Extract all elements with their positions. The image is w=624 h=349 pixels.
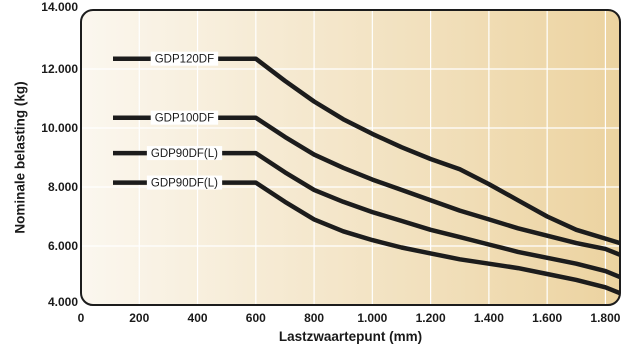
plot-border	[80, 9, 621, 306]
plot-area	[81, 10, 620, 305]
x-tick-label: 1.600	[532, 311, 562, 325]
series-label-background	[150, 110, 219, 125]
y-tick-label: 8.000	[48, 180, 78, 194]
y-tick-label: 4.000	[48, 295, 78, 309]
x-tick-label: 800	[304, 311, 324, 325]
x-tick-label: 1.000	[357, 311, 387, 325]
y-tick-label: 10.000	[41, 121, 78, 135]
y-tick-label: 6.000	[48, 239, 78, 253]
y-tick-label: 14.000	[41, 0, 78, 14]
y-axis-ticks: 4.000 6.000 8.000 10.000 12.000 14.000	[41, 0, 78, 309]
series-label: GDP120DF	[155, 54, 214, 66]
x-tick-label: 1.200	[416, 311, 446, 325]
x-tick-label: 400	[188, 311, 208, 325]
series-label-background	[150, 51, 219, 66]
x-tick-label: 0	[78, 311, 85, 325]
x-tick-label: 1.400	[474, 311, 504, 325]
y-axis-title: Nominale belasting (kg)	[13, 81, 28, 233]
x-axis-title: Lastzwaartepunt (mm)	[279, 329, 422, 344]
gridlines	[81, 10, 620, 305]
x-tick-label: 1.800	[590, 311, 620, 325]
series-label-background	[146, 175, 223, 190]
series-line	[113, 180, 620, 296]
series-line	[113, 115, 620, 257]
x-axis-ticks: 0 200 400 600 800 1.000 1.200 1.400 1.600 1.800	[78, 311, 621, 325]
series-label-background	[146, 146, 223, 161]
y-tick-label: 12.000	[41, 62, 78, 76]
x-tick-label: 600	[246, 311, 266, 325]
x-tick-label: 200	[129, 311, 149, 325]
series-labels: GDP120DF GDP100DF GDP90DF(L) GDP90DF(L)	[146, 51, 223, 190]
series-line	[113, 150, 620, 280]
series-lines	[113, 56, 620, 296]
series-line	[113, 56, 620, 246]
series-label: GDP100DF	[155, 113, 214, 125]
series-label: GDP90DF(L)	[151, 148, 218, 160]
series-label: GDP90DF(L)	[151, 178, 218, 190]
